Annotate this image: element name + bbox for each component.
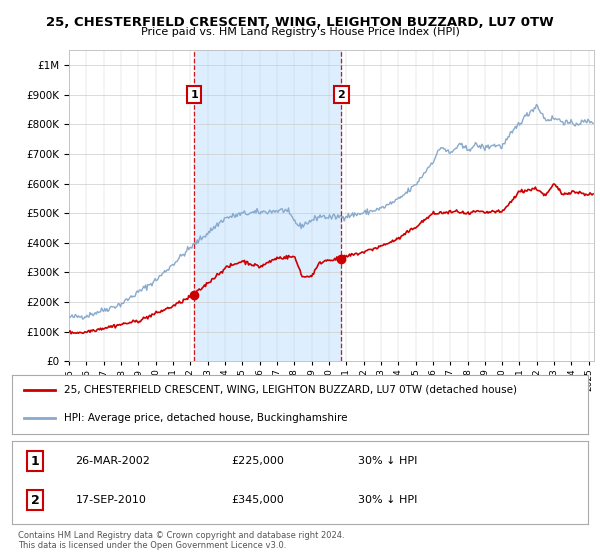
Text: 26-MAR-2002: 26-MAR-2002: [76, 456, 150, 466]
Text: 2: 2: [338, 90, 345, 100]
Text: £225,000: £225,000: [231, 456, 284, 466]
Text: 25, CHESTERFIELD CRESCENT, WING, LEIGHTON BUZZARD, LU7 0TW: 25, CHESTERFIELD CRESCENT, WING, LEIGHTO…: [46, 16, 554, 29]
Text: 30% ↓ HPI: 30% ↓ HPI: [358, 496, 417, 505]
Text: 1: 1: [190, 90, 198, 100]
Text: 2: 2: [31, 494, 40, 507]
Text: 30% ↓ HPI: 30% ↓ HPI: [358, 456, 417, 466]
Text: 1: 1: [31, 455, 40, 468]
Text: HPI: Average price, detached house, Buckinghamshire: HPI: Average price, detached house, Buck…: [64, 413, 347, 423]
Bar: [194, 50, 341, 361]
Text: £345,000: £345,000: [231, 496, 284, 505]
Text: Contains HM Land Registry data © Crown copyright and database right 2024.
This d: Contains HM Land Registry data © Crown c…: [18, 531, 344, 550]
Text: Price paid vs. HM Land Registry's House Price Index (HPI): Price paid vs. HM Land Registry's House …: [140, 27, 460, 37]
Text: 17-SEP-2010: 17-SEP-2010: [76, 496, 146, 505]
Text: 25, CHESTERFIELD CRESCENT, WING, LEIGHTON BUZZARD, LU7 0TW (detached house): 25, CHESTERFIELD CRESCENT, WING, LEIGHTO…: [64, 385, 517, 395]
